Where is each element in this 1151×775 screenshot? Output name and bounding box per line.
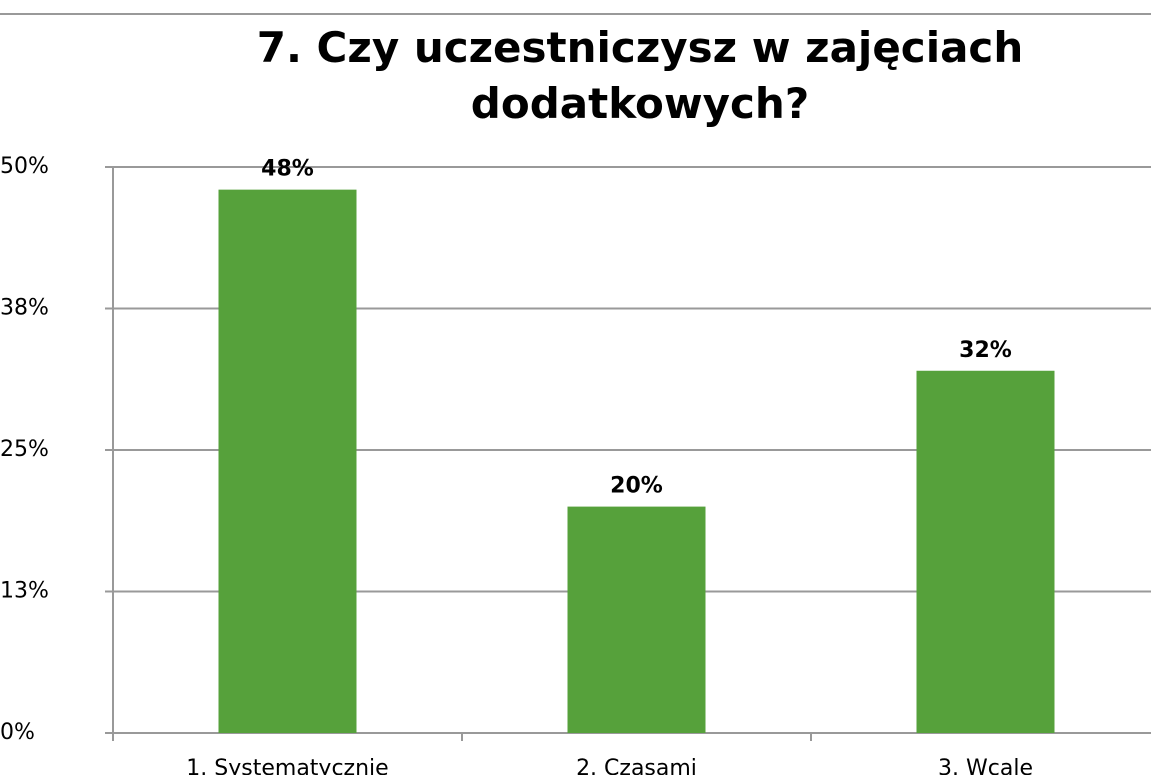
x-tick-label: 1. Systematycznie [186, 756, 388, 775]
y-tick-label: 25% [0, 437, 49, 462]
chart-title: 7. Czy uczestniczysz w zajęciach dodatko… [256, 23, 1024, 128]
bar [567, 506, 706, 733]
data-label: 48% [261, 157, 314, 182]
bar [218, 189, 357, 733]
data-label: 20% [610, 474, 663, 499]
y-tick-label: 0% [0, 720, 35, 745]
bar [916, 370, 1055, 733]
y-tick-label: 38% [0, 296, 49, 321]
y-tick-label: 50% [0, 154, 49, 179]
data-label: 32% [959, 338, 1012, 363]
x-tick-label: 3. Wcale [938, 756, 1033, 775]
y-tick-label: 13% [0, 579, 49, 604]
x-tick-label: 2. Czasami [576, 756, 697, 775]
